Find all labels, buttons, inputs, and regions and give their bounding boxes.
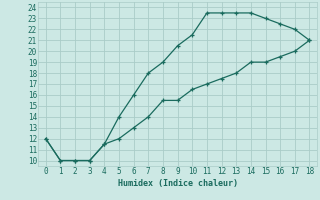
X-axis label: Humidex (Indice chaleur): Humidex (Indice chaleur)	[118, 179, 238, 188]
